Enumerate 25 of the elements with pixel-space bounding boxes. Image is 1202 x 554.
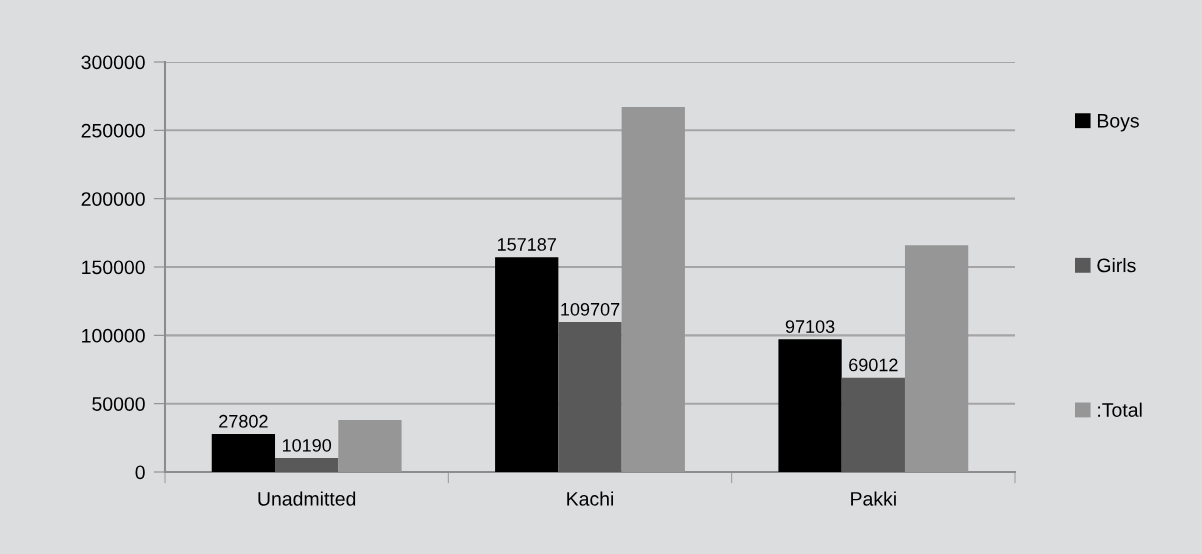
legend-label: Boys	[1097, 114, 1139, 132]
x-tick-label: Unadmitted	[258, 491, 356, 506]
data-label: 10190	[282, 438, 332, 452]
bar	[211, 434, 276, 472]
bar	[778, 339, 842, 472]
y-tick-label: 0	[135, 465, 145, 480]
data-label: 27802	[219, 414, 268, 428]
data-label: 157187	[497, 238, 556, 251]
bar	[495, 257, 559, 472]
bar	[275, 458, 339, 472]
y-tick-label: 50000	[92, 397, 145, 411]
bar	[558, 322, 622, 472]
data-label: 109707	[561, 302, 620, 316]
y-tick-label: 250000	[81, 123, 145, 138]
x-tick-label: Pakki	[851, 491, 896, 506]
y-tick-label: 150000	[82, 260, 145, 275]
legend-label: :Total	[1098, 402, 1142, 417]
data-label: 97103	[785, 320, 835, 333]
y-tick-label: 200000	[81, 192, 145, 206]
bar	[841, 377, 905, 472]
x-tick-label: Kachi	[567, 491, 614, 506]
legend-label: Girls	[1097, 257, 1136, 273]
data-label: 69012	[849, 358, 898, 372]
y-tick-label: 300000	[81, 55, 145, 70]
y-tick-label: 100000	[82, 328, 145, 343]
